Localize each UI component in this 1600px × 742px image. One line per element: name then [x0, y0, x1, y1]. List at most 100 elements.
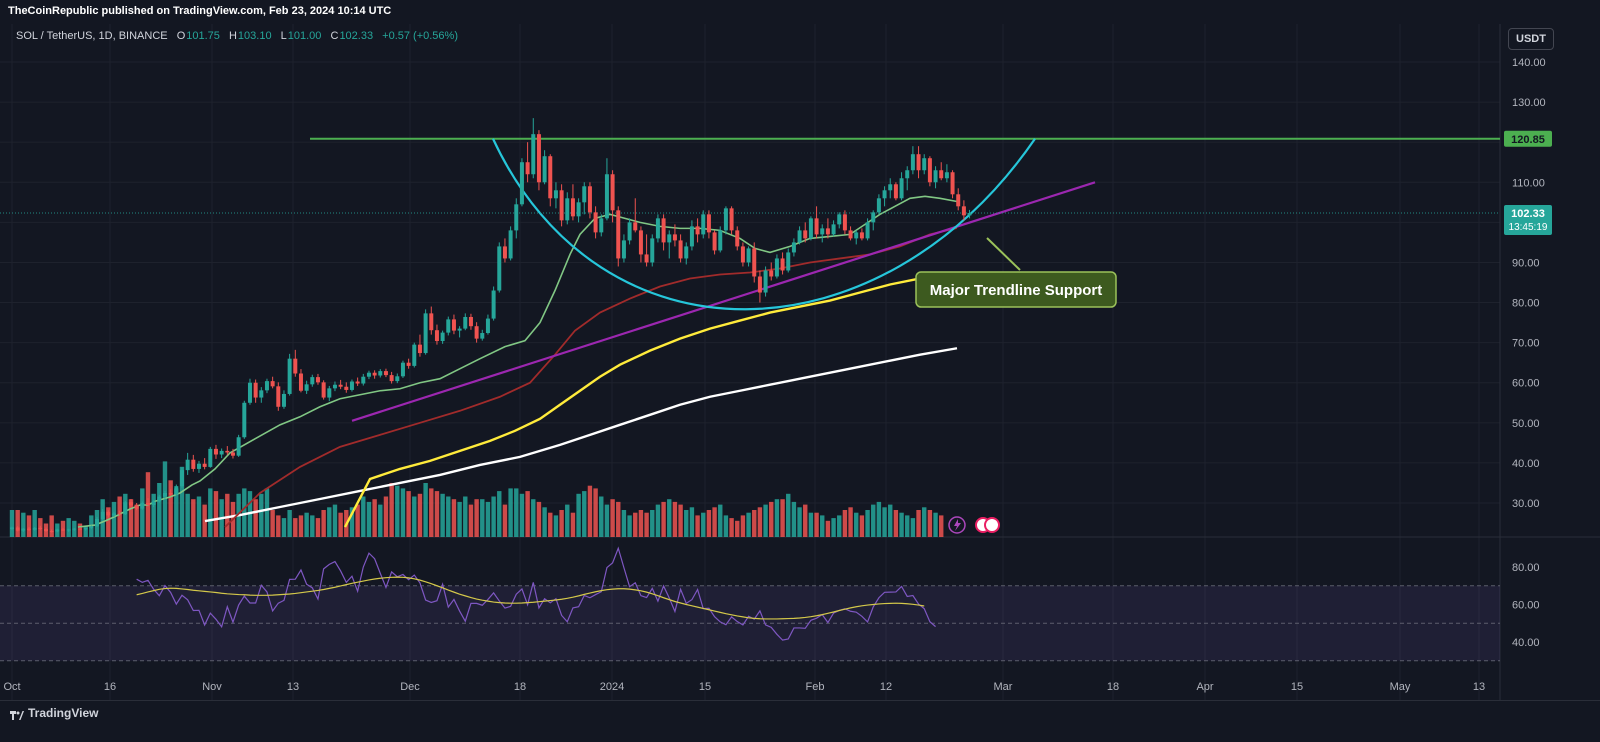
volume-bar [179, 466, 185, 537]
volume-bar [196, 496, 202, 537]
volume-bar [786, 493, 791, 537]
time-tick-label: 13 [287, 681, 299, 693]
volume-bar [366, 501, 372, 537]
candle-body [684, 246, 689, 259]
candle-body [644, 254, 649, 263]
volume-bar [746, 512, 751, 537]
candle-body [60, 529, 65, 531]
volume-bar [655, 504, 661, 537]
resistance-price-label-bg [1504, 130, 1552, 147]
candle-body [457, 328, 462, 331]
symbol-name[interactable]: SOL / TetherUS, 1D, BINANCE [16, 30, 168, 42]
lightning-glyph [954, 519, 961, 531]
rsi-line [136, 546, 936, 641]
rsi-tick-label: 60.00 [1512, 600, 1540, 612]
time-tick-label: Dec [400, 681, 420, 693]
volume-bar [151, 493, 156, 537]
footer-bar [0, 700, 1600, 742]
candle-body [236, 437, 241, 456]
candle-body [281, 393, 286, 407]
candle-body [327, 388, 332, 398]
low-label: L [280, 30, 287, 42]
candle-body [10, 527, 14, 530]
volume-bar [383, 496, 389, 537]
volume-bar [332, 504, 338, 537]
candle-body [553, 190, 558, 199]
volume-bar [355, 504, 360, 537]
volume-bar [769, 501, 774, 537]
candle-body [417, 344, 422, 354]
tradingview-logo[interactable]: TradingView [10, 706, 98, 720]
candle-body [780, 258, 785, 271]
candle-body [882, 190, 887, 199]
candle-body [712, 232, 717, 251]
price-tick-label: 140.00 [1512, 57, 1546, 69]
candle-body [162, 492, 167, 497]
candle-body [803, 230, 808, 239]
event-icons [948, 516, 1000, 534]
low-value: 101.00 [287, 30, 322, 42]
candle-body [242, 402, 247, 438]
candle-body [230, 452, 235, 456]
time-tick-label: 13 [1473, 681, 1485, 693]
time-tick-label: Apr [1196, 681, 1213, 693]
candle-body [961, 206, 966, 216]
candle-body [871, 212, 876, 223]
candle-body [100, 511, 105, 520]
volume-bar [616, 501, 621, 537]
volume-bar [327, 507, 332, 537]
candle-body [395, 376, 400, 382]
volume-bar [446, 496, 451, 537]
time-tick-label: 15 [699, 681, 711, 693]
candle-body [899, 178, 904, 199]
volume-bar [650, 510, 655, 537]
us-flag-event-icon-2[interactable] [984, 517, 1000, 533]
volume-bar [752, 510, 757, 537]
volume-bar [871, 504, 876, 537]
volume-bar [803, 504, 808, 537]
volume-bar [400, 488, 406, 537]
candle-body [570, 198, 575, 217]
close-label: C [330, 30, 339, 42]
candle-body [49, 531, 54, 533]
tradingview-brand-text: TradingView [28, 706, 99, 720]
volume-bar [281, 518, 287, 537]
candle-body [497, 246, 502, 291]
candle-body [400, 362, 405, 377]
volume-bar [276, 515, 281, 537]
time-tick-label: May [1390, 681, 1411, 693]
volume-bar [395, 485, 400, 537]
candle-body [599, 218, 604, 233]
candle-body [179, 470, 184, 487]
volume-bar [599, 496, 604, 537]
lightning-event-icon[interactable] [948, 516, 966, 534]
volume-bar [723, 515, 729, 537]
candle-body [814, 218, 819, 235]
currency-button[interactable]: USDT [1508, 28, 1554, 50]
candle-body [117, 513, 122, 515]
volume-bar [899, 512, 904, 537]
price-tick-label: 50.00 [1512, 418, 1540, 430]
volume-bar [298, 515, 304, 537]
candle-body [661, 218, 666, 243]
volume-bar [429, 488, 434, 537]
volume-bar [831, 518, 836, 537]
candle-body [893, 184, 898, 199]
volume-bar [582, 491, 587, 537]
candle-body [752, 248, 757, 277]
candle-body [423, 313, 428, 354]
volume-bar [791, 501, 797, 537]
volume-bar [32, 510, 37, 537]
volume-bar [933, 512, 938, 537]
volume-bar [627, 515, 632, 537]
rsi-tick-label: 80.00 [1512, 562, 1540, 574]
candle-body [474, 326, 479, 339]
volume-bar [321, 510, 326, 537]
candle-body [168, 492, 173, 495]
candle-body [502, 246, 507, 259]
candle-body [905, 170, 910, 179]
candle-body [225, 450, 230, 453]
volume-bar [927, 510, 933, 537]
volume-bar [570, 512, 576, 537]
